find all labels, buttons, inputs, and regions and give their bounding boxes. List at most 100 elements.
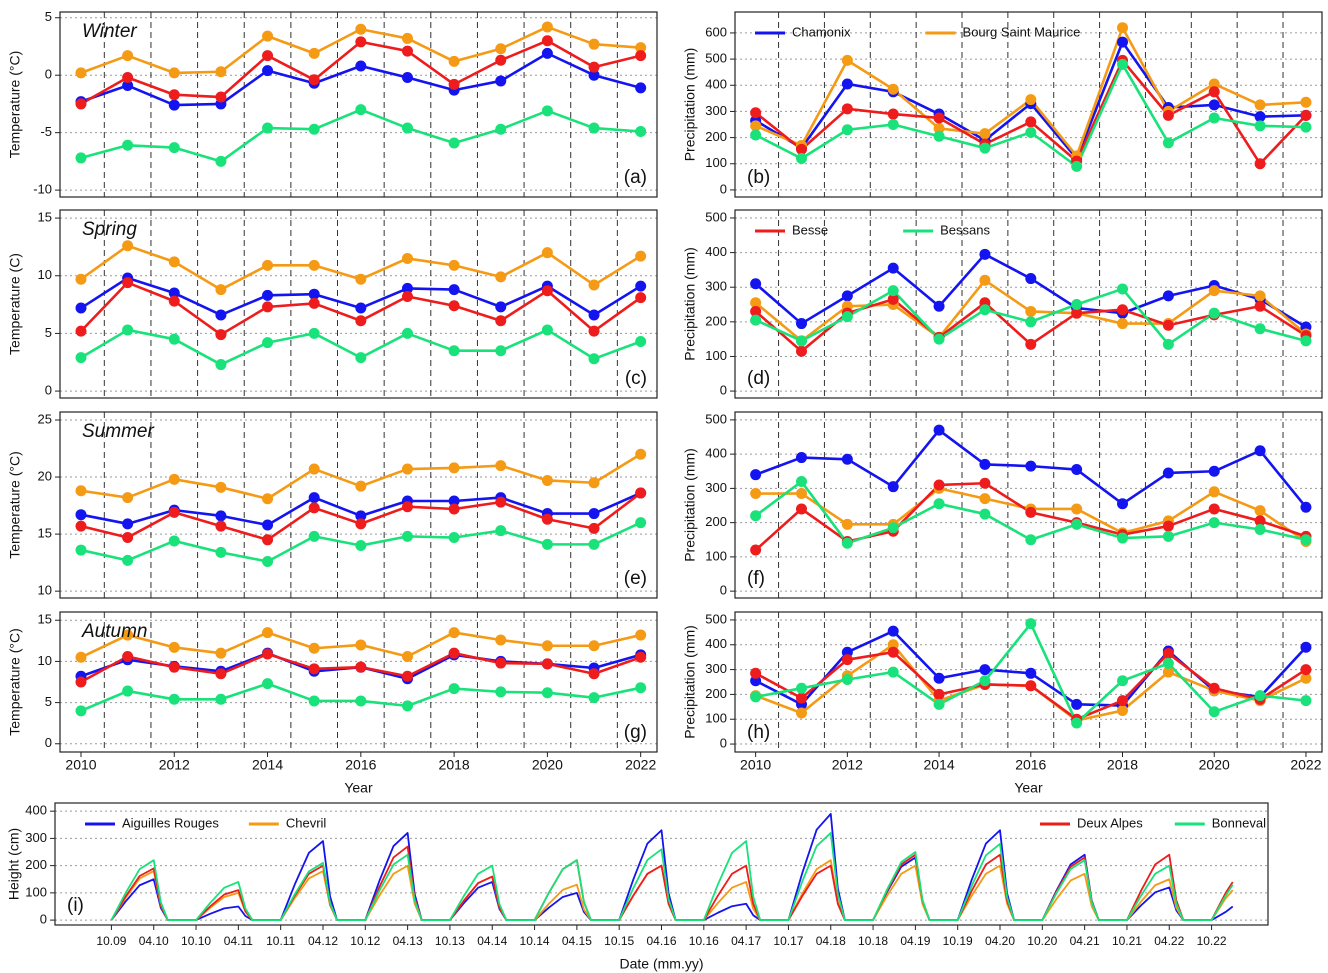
- data-point: [750, 667, 762, 679]
- data-point: [1254, 290, 1266, 302]
- data-point: [75, 67, 87, 79]
- data-point: [215, 155, 227, 167]
- x-tick-label: 2010: [65, 757, 96, 773]
- data-point: [635, 126, 647, 138]
- y-tick-label: 0: [40, 912, 47, 927]
- y-tick-label: 500: [705, 51, 727, 66]
- x-tick-label: 04.15: [562, 934, 592, 948]
- data-point: [795, 153, 807, 165]
- data-point: [1208, 99, 1220, 111]
- y-tick-label: 20: [38, 468, 52, 483]
- panel-label: (b): [747, 167, 770, 188]
- data-point: [795, 488, 807, 500]
- data-point: [795, 682, 807, 694]
- data-point: [1025, 273, 1037, 285]
- y-tick-label: -10: [33, 182, 52, 197]
- data-point: [887, 625, 899, 637]
- data-point: [541, 21, 553, 33]
- data-point: [122, 554, 134, 566]
- data-point: [588, 477, 600, 489]
- data-point: [795, 476, 807, 488]
- data-point: [215, 510, 227, 522]
- data-point: [979, 128, 991, 140]
- y-axis-label: Precipitation (mm): [682, 625, 698, 739]
- data-point: [448, 647, 460, 659]
- data-point: [933, 479, 945, 491]
- series-line: [110, 812, 1234, 921]
- panel-title: Autumn: [81, 621, 147, 642]
- data-point: [122, 324, 134, 336]
- legend-label: Bonneval: [1212, 815, 1266, 830]
- x-tick-label: 2012: [832, 757, 863, 773]
- data-point: [355, 60, 367, 72]
- data-point: [1254, 523, 1266, 535]
- data-point: [933, 122, 945, 134]
- data-point: [887, 481, 899, 493]
- x-tick-label: 10.09: [96, 934, 126, 948]
- data-point: [635, 292, 647, 304]
- data-point: [1025, 338, 1037, 350]
- y-tick-label: 400: [705, 636, 727, 651]
- data-point: [448, 55, 460, 67]
- data-point: [215, 359, 227, 371]
- data-point: [795, 503, 807, 515]
- data-point: [541, 35, 553, 47]
- x-axis-label: Year: [1014, 780, 1043, 796]
- x-tick-label: 04.13: [393, 934, 423, 948]
- x-tick-label: 04.16: [646, 934, 676, 948]
- data-point: [215, 481, 227, 493]
- data-point: [1117, 532, 1129, 544]
- data-point: [75, 273, 87, 285]
- data-point: [262, 65, 274, 77]
- y-tick-label: 400: [705, 77, 727, 92]
- data-point: [635, 82, 647, 94]
- data-point: [1025, 534, 1037, 546]
- data-point: [933, 424, 945, 436]
- data-point: [355, 639, 367, 651]
- y-tick-label: -5: [40, 124, 52, 139]
- data-point: [401, 122, 413, 134]
- y-tick-label: 5: [45, 325, 52, 340]
- data-point: [215, 309, 227, 321]
- x-tick-label: 04.14: [477, 934, 507, 948]
- data-point: [541, 513, 553, 525]
- y-tick-label: 0: [45, 67, 52, 82]
- x-tick-label: 10.13: [435, 934, 465, 948]
- data-point: [75, 302, 87, 314]
- panel: 0 5 10 15 2010 2012 2014 2016 2018 2020 2022 Autumn…: [7, 611, 658, 796]
- data-point: [495, 54, 507, 66]
- series-line: [110, 832, 1234, 921]
- data-point: [401, 282, 413, 294]
- data-point: [979, 248, 991, 260]
- y-tick-label: 0: [720, 383, 727, 398]
- data-point: [841, 311, 853, 323]
- data-point: [750, 305, 762, 317]
- data-point: [308, 663, 320, 675]
- data-point: [495, 123, 507, 135]
- data-point: [1117, 283, 1129, 295]
- data-point: [308, 502, 320, 514]
- data-point: [122, 240, 134, 252]
- x-tick-label: 2014: [923, 757, 954, 773]
- panel-label: (g): [624, 722, 647, 743]
- data-point: [122, 80, 134, 92]
- data-point: [1300, 109, 1312, 121]
- y-tick-label: 15: [38, 210, 52, 225]
- y-tick-label: 25: [38, 411, 52, 426]
- y-tick-label: 0: [720, 583, 727, 598]
- data-point: [1300, 335, 1312, 347]
- data-point: [122, 518, 134, 530]
- y-axis-label: Precipitation (mm): [682, 48, 698, 162]
- data-point: [448, 532, 460, 544]
- data-point: [588, 692, 600, 704]
- data-point: [401, 700, 413, 712]
- data-point: [495, 345, 507, 357]
- x-tick-label: 04.18: [816, 934, 846, 948]
- panel: 0 100 200 300 400 500 (f) Precipitation (mm): [682, 411, 1323, 599]
- data-point: [841, 674, 853, 686]
- data-point: [1162, 319, 1174, 331]
- data-point: [448, 495, 460, 507]
- x-tick-label: 04.22: [1154, 934, 1184, 948]
- data-point: [308, 492, 320, 504]
- data-point: [1071, 717, 1083, 729]
